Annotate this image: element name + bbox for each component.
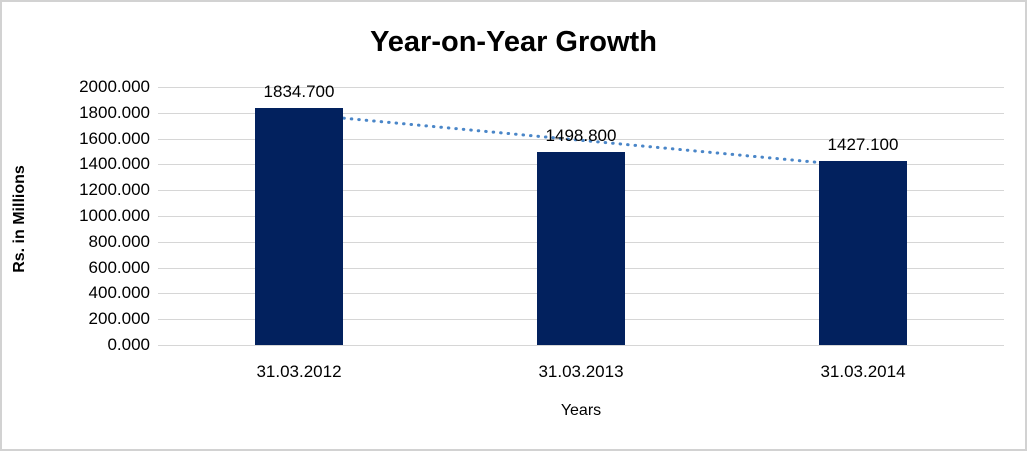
bar-value-label: 1427.100: [827, 134, 899, 154]
y-tick-label: 1200.000: [79, 180, 150, 200]
x-tick-label: 31.03.2013: [538, 362, 624, 381]
y-tick-label: 600.000: [88, 257, 150, 277]
y-tick-label: 0.000: [107, 335, 150, 354]
x-tick-label: 31.03.2012: [256, 362, 342, 381]
x-axis-title: Years: [560, 402, 602, 419]
y-tick-label: 1600.000: [79, 128, 150, 148]
y-tick-label: 800.000: [88, 231, 150, 251]
bar-value-label: 1834.700: [263, 82, 335, 102]
bar: [255, 108, 343, 345]
bar: [537, 151, 625, 345]
y-tick-label: 200.000: [88, 309, 150, 329]
y-tick-label: 1000.000: [79, 206, 150, 225]
x-tick-label: 31.03.2014: [820, 362, 906, 381]
y-tick-label: 2000.000: [79, 77, 150, 96]
y-tick-label: 1800.000: [79, 102, 150, 122]
bar-value-label: 1498.800: [545, 125, 617, 145]
gridline: [158, 87, 1004, 88]
y-tick-label: 1400.000: [79, 154, 150, 174]
y-tick-label: 400.000: [88, 283, 150, 303]
chart-title: Year-on-Year Growth: [370, 26, 657, 58]
gridline: [158, 345, 1004, 346]
bar: [819, 160, 907, 345]
